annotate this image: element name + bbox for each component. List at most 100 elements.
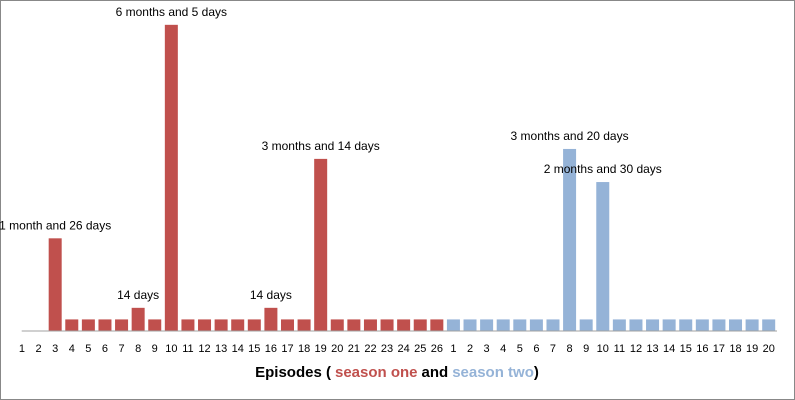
bar: [48, 238, 62, 331]
x-tick-label: 6: [533, 343, 539, 355]
x-tick-label: 26: [431, 343, 443, 355]
bar: [463, 319, 477, 331]
value-label: 1 month and 26 days: [0, 218, 111, 232]
x-tick-label: 14: [232, 343, 244, 355]
x-axis-title-part: ): [534, 364, 539, 381]
bar: [98, 319, 112, 331]
bar: [347, 319, 361, 331]
bar: [712, 319, 726, 331]
bar: [612, 319, 626, 331]
x-tick-label: 22: [364, 343, 376, 355]
bar: [695, 319, 709, 331]
bar: [579, 319, 593, 331]
bar: [198, 319, 212, 331]
x-tick-label: 13: [646, 343, 658, 355]
bar: [529, 319, 543, 331]
bar: [546, 319, 560, 331]
bar: [164, 24, 178, 331]
bar: [297, 319, 311, 331]
x-tick-label: 21: [348, 343, 360, 355]
x-tick-label: 2: [36, 343, 42, 355]
bar: [264, 307, 278, 331]
x-tick-label: 9: [583, 343, 589, 355]
bar: [729, 319, 743, 331]
x-tick-label: 3: [484, 343, 490, 355]
x-tick-label: 16: [265, 343, 277, 355]
x-tick-label: 5: [517, 343, 523, 355]
x-tick-label: 12: [198, 343, 210, 355]
bar: [563, 148, 577, 331]
bar: [148, 319, 162, 331]
x-tick-label: 14: [663, 343, 675, 355]
x-tick-label: 6: [102, 343, 108, 355]
x-tick-label: 2: [467, 343, 473, 355]
x-tick-label: 18: [298, 343, 310, 355]
x-tick-label: 11: [182, 343, 193, 355]
bar: [330, 319, 344, 331]
x-axis-title-part: and: [422, 364, 449, 381]
x-tick-label: 18: [729, 343, 741, 355]
x-tick-label: 4: [69, 343, 75, 355]
x-tick-label: 4: [500, 343, 506, 355]
x-tick-label: 17: [281, 343, 293, 355]
x-tick-label: 23: [381, 343, 393, 355]
x-tick-label: 7: [550, 343, 556, 355]
x-tick-label: 1: [19, 343, 25, 355]
x-tick-label: 25: [414, 343, 426, 355]
bar: [181, 319, 195, 331]
bar: [662, 319, 676, 331]
x-tick-label: 20: [331, 343, 343, 355]
x-tick-label: 17: [713, 343, 725, 355]
bar: [629, 319, 643, 331]
x-tick-label: 8: [567, 343, 573, 355]
bar: [745, 319, 759, 331]
bar: [513, 319, 527, 331]
x-tick-label: 9: [152, 343, 158, 355]
bar: [496, 319, 510, 331]
value-label: 6 months and 5 days: [116, 5, 227, 19]
bar: [762, 319, 776, 331]
bar: [430, 319, 444, 331]
x-tick-label: 15: [680, 343, 692, 355]
x-tick-label: 12: [630, 343, 642, 355]
x-tick-label: 11: [614, 343, 625, 355]
value-label: 14 days: [250, 288, 292, 302]
x-tick-label: 19: [315, 343, 327, 355]
bar: [81, 319, 95, 331]
x-tick-label: 24: [398, 343, 410, 355]
value-label: 3 months and 20 days: [511, 129, 629, 143]
bar: [115, 319, 129, 331]
bar: [214, 319, 228, 331]
bar: [646, 319, 660, 331]
value-label: 14 days: [117, 288, 159, 302]
bar: [314, 158, 328, 331]
x-tick-label: 7: [118, 343, 124, 355]
bar: [413, 319, 427, 331]
bar: [480, 319, 494, 331]
x-tick-label: 5: [85, 343, 91, 355]
x-axis-title: Episodes (season one and season two): [255, 364, 539, 381]
bar: [247, 319, 261, 331]
x-tick-label: 15: [248, 343, 260, 355]
x-tick-label: 10: [597, 343, 609, 355]
bar: [397, 319, 411, 331]
x-axis-title-part: Episodes (: [255, 364, 331, 381]
x-tick-label: 19: [746, 343, 758, 355]
x-tick-label: 20: [763, 343, 775, 355]
value-label: 3 months and 14 days: [262, 139, 380, 153]
x-axis-title-part: season one: [335, 364, 418, 381]
bar: [363, 319, 377, 331]
x-tick-label: 10: [165, 343, 177, 355]
x-tick-label: 8: [135, 343, 141, 355]
x-tick-label: 1: [450, 343, 456, 355]
bar: [280, 319, 294, 331]
bar: [131, 307, 145, 331]
bar: [679, 319, 693, 331]
x-tick-label: 16: [696, 343, 708, 355]
bar: [596, 182, 610, 331]
value-label: 2 months and 30 days: [544, 162, 662, 176]
bar: [65, 319, 79, 331]
bar: [231, 319, 245, 331]
